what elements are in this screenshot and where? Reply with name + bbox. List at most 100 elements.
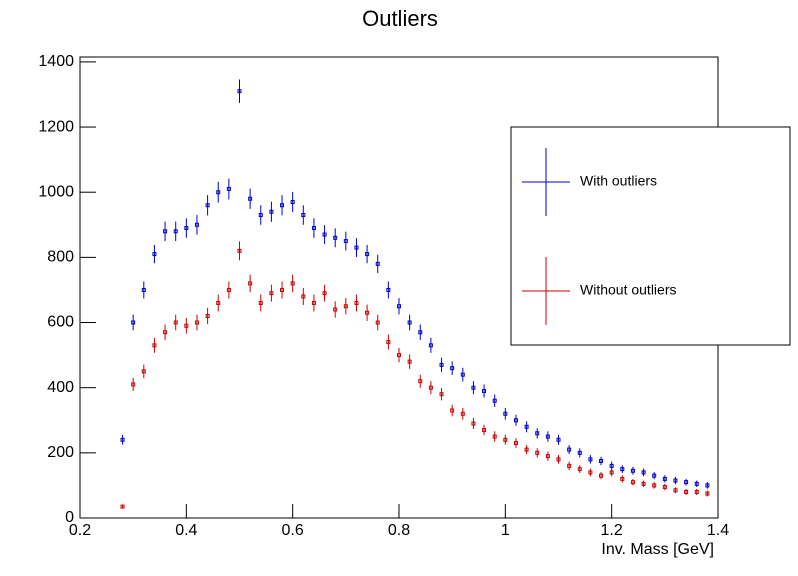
data-point xyxy=(333,307,338,312)
data-point xyxy=(567,463,572,468)
data-point xyxy=(365,252,370,257)
data-point xyxy=(375,320,380,325)
data-point xyxy=(152,343,157,348)
data-point xyxy=(280,203,285,208)
data-point xyxy=(471,421,476,426)
data-point xyxy=(407,359,412,364)
data-point xyxy=(333,235,338,240)
data-point xyxy=(205,314,210,319)
data-point xyxy=(173,320,178,325)
data-point xyxy=(131,320,136,325)
data-point xyxy=(120,504,125,509)
x-axis-label: Inv. Mass [GeV] xyxy=(601,541,714,558)
data-point xyxy=(184,226,189,231)
data-point xyxy=(450,366,455,371)
data-point xyxy=(577,467,582,472)
data-point xyxy=(694,489,699,494)
data-point xyxy=(290,199,295,204)
data-point xyxy=(226,186,231,191)
chart-title: Outliers xyxy=(362,6,438,31)
data-point xyxy=(439,362,444,367)
data-point xyxy=(609,463,614,468)
y-tick-label: 1000 xyxy=(38,183,74,200)
x-tick-label: 1.2 xyxy=(601,522,623,539)
data-point xyxy=(248,196,253,201)
data-point xyxy=(471,385,476,390)
data-point xyxy=(503,437,508,442)
data-point xyxy=(556,457,561,462)
data-point xyxy=(237,248,242,253)
data-point xyxy=(343,239,348,244)
data-point xyxy=(535,431,540,436)
data-point xyxy=(237,89,242,94)
data-point xyxy=(354,300,359,305)
data-point xyxy=(588,470,593,475)
data-point xyxy=(630,468,635,473)
data-point xyxy=(513,418,518,423)
legend xyxy=(510,126,791,346)
data-point xyxy=(248,281,253,286)
data-point xyxy=(524,424,529,429)
data-point xyxy=(280,287,285,292)
data-point xyxy=(567,447,572,452)
data-point xyxy=(184,323,189,328)
y-tick-label: 600 xyxy=(47,314,74,331)
data-point xyxy=(588,457,593,462)
data-point xyxy=(630,480,635,485)
data-point xyxy=(194,222,199,227)
data-point xyxy=(397,304,401,309)
data-point xyxy=(269,291,274,296)
data-point xyxy=(652,483,657,488)
data-point xyxy=(173,229,178,234)
data-point xyxy=(205,203,210,208)
data-point xyxy=(418,379,423,384)
data-point xyxy=(311,300,316,305)
data-point xyxy=(673,488,678,493)
data-point xyxy=(609,470,614,475)
data-point xyxy=(662,476,667,481)
data-point xyxy=(641,470,646,475)
y-tick-label: 0 xyxy=(65,509,74,526)
data-point xyxy=(131,382,136,387)
data-point xyxy=(599,473,604,478)
data-point xyxy=(428,343,433,348)
x-tick-label: 0.8 xyxy=(388,522,410,539)
data-point xyxy=(662,485,667,490)
data-point xyxy=(216,300,221,305)
data-point xyxy=(365,310,370,315)
x-tick-label: 1 xyxy=(501,522,510,539)
data-point xyxy=(482,428,487,433)
data-point xyxy=(684,489,689,494)
data-point xyxy=(354,245,359,250)
data-point xyxy=(620,476,625,481)
data-point xyxy=(705,483,710,488)
data-point xyxy=(258,213,263,218)
data-point xyxy=(226,287,231,292)
data-point xyxy=(301,294,306,299)
data-point xyxy=(301,213,306,218)
x-tick-label: 0.4 xyxy=(175,522,197,539)
data-point xyxy=(120,437,125,442)
data-point xyxy=(684,480,689,485)
y-tick-label: 400 xyxy=(47,379,74,396)
data-point xyxy=(322,232,327,237)
data-point xyxy=(482,388,487,393)
x-tick-label: 0.6 xyxy=(282,522,304,539)
data-point xyxy=(577,450,582,455)
x-tick-label: 0.2 xyxy=(69,522,91,539)
data-point xyxy=(216,190,221,195)
data-point xyxy=(460,372,465,377)
data-point xyxy=(375,261,380,266)
data-point xyxy=(439,392,444,397)
data-point xyxy=(386,287,391,292)
data-point xyxy=(599,458,604,463)
data-point xyxy=(194,320,199,325)
data-point xyxy=(673,478,678,483)
data-point xyxy=(428,385,433,390)
data-point xyxy=(620,467,625,472)
data-point xyxy=(492,434,497,439)
data-point xyxy=(322,291,327,296)
data-point xyxy=(141,369,146,374)
